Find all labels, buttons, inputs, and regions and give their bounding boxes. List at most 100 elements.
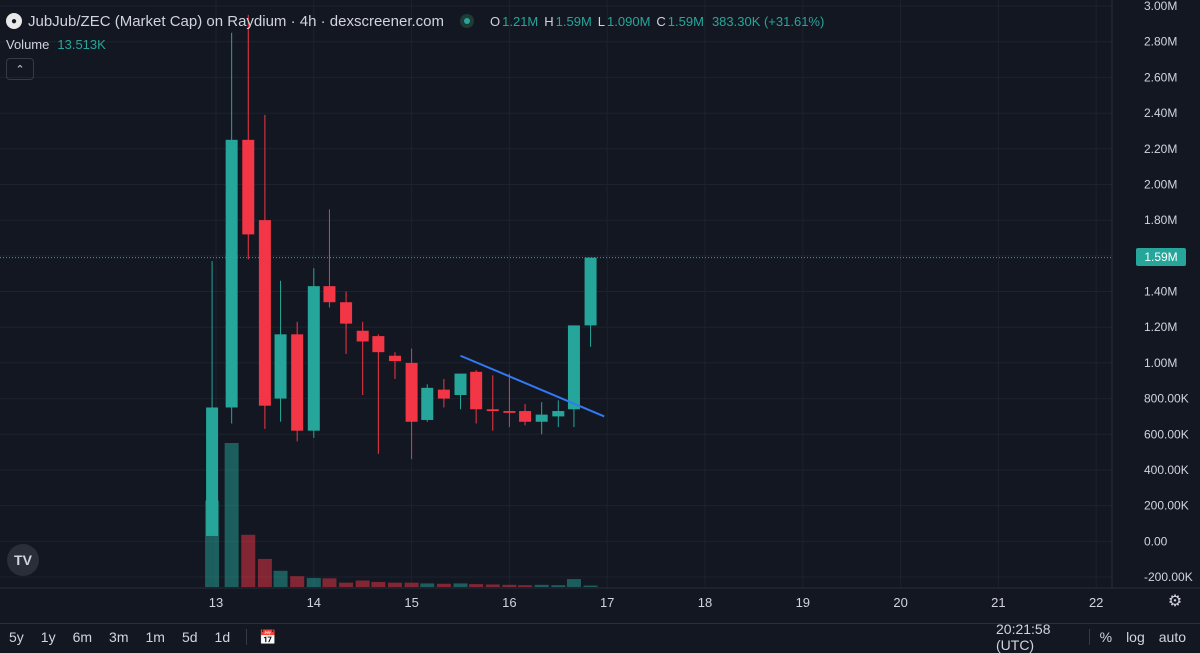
low-value: 1.090M [607,13,651,29]
candle-body [372,336,385,353]
x-tick-label: 14 [307,595,321,610]
candle-body [519,411,532,422]
x-tick-label: 13 [209,595,223,610]
candle-body [503,411,516,413]
trend-line [460,354,605,418]
candle-body [486,409,499,412]
chart-legend: ● JubJub/ZEC (Market Cap) on Raydium · 4… [6,11,824,31]
candle-body [340,302,353,324]
y-tick-label: 2.40M [1144,106,1177,120]
x-tick-label: 17 [600,595,614,610]
toolbar-divider [246,629,248,645]
candle-body [206,407,219,536]
x-tick-label: 22 [1089,595,1103,610]
close-label: C [656,13,666,29]
candle-body [584,257,597,326]
bottom-toolbar: 5y 1y 6m 3m 1m 5d 1d 📅 20:21:58 (UTC) % … [0,621,1200,653]
volume-label: Volume [6,37,50,52]
x-tick-label: 20 [893,595,907,610]
volume-bar [469,584,484,587]
volume-bar [436,583,451,587]
open-label: O [490,13,501,29]
volume-bar [485,584,500,587]
collapse-legend-button[interactable]: ⌃ [6,58,34,80]
x-tick-label: 21 [991,595,1005,610]
candle-body [307,286,320,431]
y-tick-label: 0.00 [1144,534,1168,548]
candle-body [437,389,450,399]
volume-bar [322,578,337,587]
candle-body [567,325,580,410]
range-3m[interactable]: 3m [109,629,129,645]
low-label: L [597,13,606,29]
open-value: 1.21M [502,13,539,29]
tradingview-logo-icon[interactable]: TV [7,544,39,576]
volume-bar [534,584,549,587]
token-logo-icon: ● [6,13,22,29]
volume-bar [583,585,598,587]
candle-body [552,411,565,417]
auto-toggle[interactable]: auto [1158,629,1186,645]
volume-bar [290,576,305,587]
x-tick-label: 16 [502,595,516,610]
volume-bar [306,578,321,587]
candle-body [535,414,548,422]
candle-body [274,334,287,399]
range-1m[interactable]: 1m [145,629,165,645]
toolbar-divider [1088,629,1090,645]
y-tick-label: -200.00K [1144,570,1193,584]
candle-body [225,139,238,408]
change-value: 383.30K (+31.61%) [711,13,825,29]
last-price-label: 1.59M [1136,248,1186,266]
utc-clock[interactable]: 20:21:58 (UTC) [996,621,1051,653]
percent-toggle[interactable]: % [1099,629,1113,645]
range-5y[interactable]: 5y [9,629,24,645]
market-status-icon [460,14,474,28]
volume-bar [404,582,419,587]
y-tick-label: 1.80M [1144,213,1177,227]
range-1y[interactable]: 1y [40,629,56,645]
volume-bar [241,534,256,587]
range-5d[interactable]: 5d [181,629,198,645]
y-tick-label: 1.20M [1144,320,1177,334]
volume-bar [518,585,533,587]
log-toggle[interactable]: log [1126,629,1145,645]
volume-bar [355,580,370,587]
candle-body [356,330,369,342]
volume-bar [273,570,288,587]
candle-body [421,387,434,420]
candle-body [405,362,418,422]
volume-bar [257,558,272,587]
candle-body [323,286,336,303]
high-label: H [544,13,554,29]
calendar-goto-icon[interactable]: 📅 [259,628,277,645]
chart-title: JubJub/ZEC (Market Cap) on Raydium · 4h … [28,12,444,30]
candlestick-chart[interactable]: 3.00M2.80M2.60M2.40M2.20M2.00M1.80M1.60M… [0,0,1200,623]
volume-bar [224,443,239,587]
x-tick-label: 15 [404,595,418,610]
y-tick-label: 3.00M [1144,0,1177,13]
y-tick-label: 200.00K [1144,499,1189,513]
y-tick-label: 2.80M [1144,35,1177,49]
range-6m[interactable]: 6m [72,629,93,645]
candle-body [258,220,271,406]
close-value: 1.59M [667,13,704,29]
y-tick-label: 1.00M [1144,356,1177,370]
volume-bar [420,583,435,587]
volume-bar [551,585,566,587]
candle-body [454,373,467,395]
y-tick-label: 1.40M [1144,285,1177,299]
y-tick-label: 800.00K [1144,392,1189,406]
settings-gear-icon[interactable]: ⚙ [1167,593,1183,610]
y-tick-label: 600.00K [1144,427,1189,441]
y-tick-label: 400.00K [1144,463,1189,477]
range-1d[interactable]: 1d [214,629,231,645]
volume-bar [453,583,468,587]
volume-bar [371,581,386,587]
candle-body [388,355,401,362]
y-tick-label: 2.60M [1144,70,1177,84]
high-value: 1.59M [555,13,592,29]
volume-bar [566,579,581,587]
candle-body [291,334,304,431]
